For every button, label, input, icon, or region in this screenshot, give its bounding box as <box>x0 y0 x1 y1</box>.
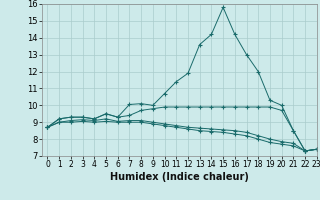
X-axis label: Humidex (Indice chaleur): Humidex (Indice chaleur) <box>110 172 249 182</box>
